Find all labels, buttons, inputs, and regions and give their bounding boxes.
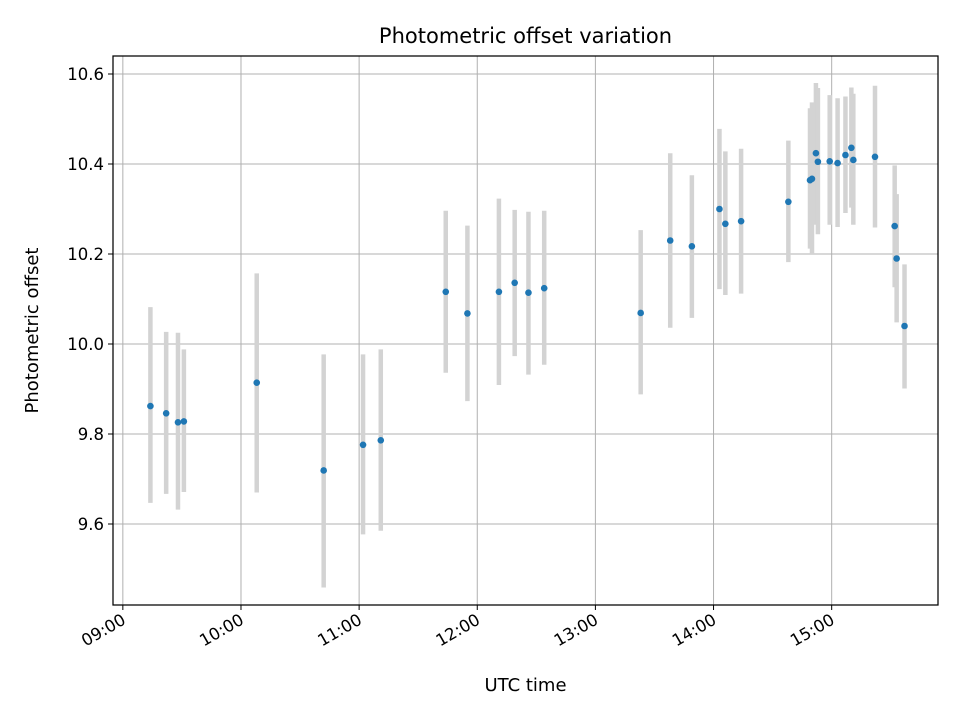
errorbars (148, 83, 907, 588)
data-points (147, 144, 908, 474)
y-tick-label: 10.2 (67, 245, 104, 264)
x-axis-title: UTC time (484, 675, 566, 696)
data-point (174, 419, 182, 426)
data-point (871, 153, 879, 161)
data-point (834, 159, 841, 167)
y-tick-label: 10.4 (67, 155, 104, 174)
data-point (808, 175, 816, 183)
data-point (442, 288, 450, 296)
x-tick-label: 10:00 (196, 610, 247, 650)
y-tick-label: 10.0 (67, 335, 104, 354)
data-point (812, 149, 820, 157)
data-point (540, 284, 548, 292)
data-point (147, 402, 154, 410)
data-point (511, 279, 518, 287)
data-point (901, 322, 908, 330)
grid (113, 56, 938, 605)
data-point (893, 255, 900, 262)
data-point (359, 441, 367, 449)
data-point (814, 158, 822, 166)
x-tick-label: 12:00 (433, 610, 484, 650)
data-point (253, 379, 261, 387)
data-point (162, 410, 170, 417)
x-tick-label: 15:00 (787, 610, 838, 650)
y-tick-label: 10.6 (67, 65, 104, 84)
x-tick-label: 11:00 (314, 610, 365, 650)
data-point (666, 237, 674, 244)
data-point (464, 310, 471, 317)
data-point (848, 144, 855, 152)
data-point (891, 222, 898, 230)
data-point (785, 198, 792, 206)
data-point (842, 151, 849, 159)
data-point (716, 205, 723, 213)
plot-frame (112, 55, 939, 606)
data-point (320, 467, 327, 474)
x-tick-label: 14:00 (669, 610, 720, 650)
y-tick-label: 9.8 (78, 425, 104, 444)
data-point (525, 289, 532, 297)
x-tick-label: 13:00 (551, 610, 602, 650)
data-point (377, 437, 385, 444)
data-point (495, 288, 503, 296)
data-point (637, 309, 644, 317)
data-point (722, 220, 729, 228)
data-point (180, 418, 188, 425)
data-point (826, 158, 834, 165)
chart-title: Photometric offset variation (379, 24, 672, 48)
x-tick-label: 09:00 (78, 610, 129, 650)
data-point (737, 217, 745, 225)
data-point (688, 243, 696, 250)
y-axis-title: Photometric offset (22, 248, 43, 414)
y-tick-label: 9.6 (78, 515, 104, 534)
data-point (850, 156, 857, 164)
